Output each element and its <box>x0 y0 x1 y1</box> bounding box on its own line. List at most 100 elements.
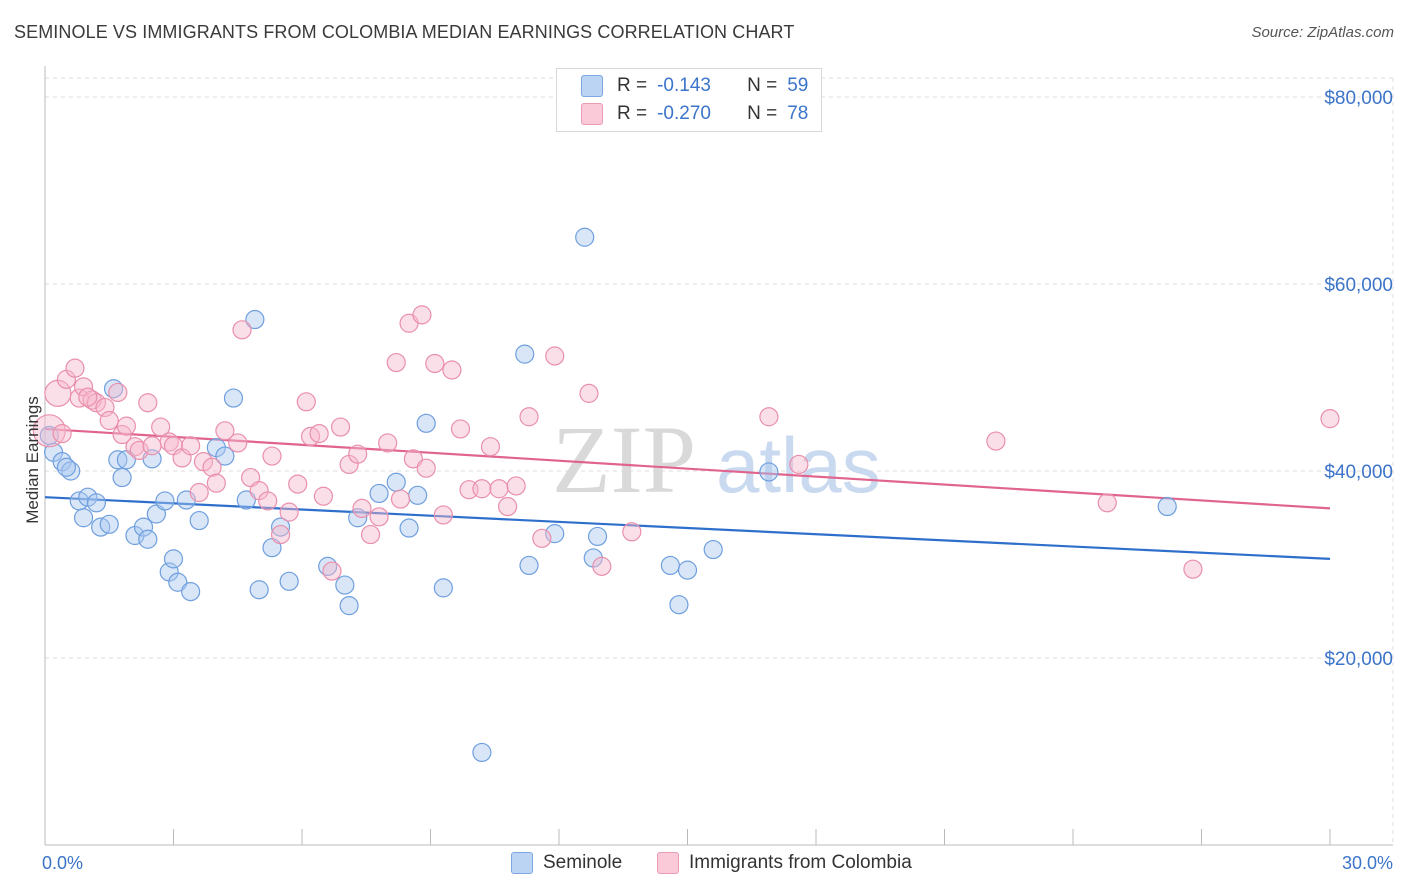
legend-n-value: 59 <box>787 75 809 96</box>
x-tick-label: 30.0% <box>1342 853 1393 873</box>
point-seminole <box>86 493 107 513</box>
point-seminole <box>1157 496 1177 517</box>
point-seminole <box>339 596 359 616</box>
series-legend: Seminole Immigrants from Colombia <box>0 852 1406 878</box>
point-colombia <box>288 474 308 494</box>
point-colombia <box>270 524 291 545</box>
point-seminole <box>660 555 680 576</box>
point-colombia <box>416 458 436 478</box>
point-colombia <box>425 353 445 374</box>
point-colombia <box>348 444 368 464</box>
legend-r-label: R = <box>617 75 648 96</box>
point-colombia <box>52 424 72 444</box>
point-colombia <box>296 392 316 412</box>
point-colombia <box>206 473 226 493</box>
legend-row-seminole: R = -0.143 N = 59 <box>557 73 808 99</box>
point-colombia <box>789 454 809 475</box>
point-seminole <box>348 508 368 528</box>
legend-n-label: N = <box>747 75 778 96</box>
point-colombia <box>369 507 389 527</box>
x-tick-labels: 0.0% 30.0% <box>42 853 1393 873</box>
legend-r-value: -0.143 <box>657 75 711 96</box>
point-colombia <box>65 358 85 378</box>
y-tick-label: $40,000 <box>1324 462 1393 483</box>
point-colombia <box>78 387 98 407</box>
point-colombia <box>579 383 599 403</box>
point-colombia <box>313 486 334 506</box>
point-colombia <box>986 431 1006 451</box>
point-colombia <box>506 476 526 496</box>
point-seminole <box>223 388 244 408</box>
point-colombia <box>403 449 423 469</box>
point-colombia <box>108 382 128 403</box>
point-colombia <box>390 489 411 509</box>
point-seminole <box>270 517 291 537</box>
point-colombia <box>1183 559 1203 579</box>
point-colombia <box>330 417 351 437</box>
point-colombia <box>433 505 453 525</box>
legend-label-colombia: Immigrants from Colombia <box>689 852 912 873</box>
point-colombia <box>480 437 501 457</box>
point-colombia <box>309 424 329 444</box>
legend-item-seminole[interactable]: Seminole <box>511 852 622 874</box>
point-colombia <box>262 446 282 466</box>
trendline-colombia <box>44 427 1331 510</box>
point-colombia <box>592 556 612 576</box>
watermark-atlas: atlas <box>716 421 881 509</box>
point-colombia <box>99 410 119 431</box>
y-axis-title: Median Earnings <box>23 396 42 524</box>
trendline-seminole <box>44 496 1331 560</box>
legend-n-value: 78 <box>787 103 809 124</box>
point-colombia <box>519 407 539 427</box>
point-seminole <box>515 344 535 364</box>
y-tick-labels: $20,000 $40,000 $60,000 $80,000 <box>1324 88 1393 670</box>
point-seminole <box>369 483 389 504</box>
point-seminole <box>335 575 355 595</box>
legend-n-label: N = <box>747 103 778 124</box>
point-seminole <box>73 508 94 528</box>
point-colombia <box>1097 493 1117 513</box>
legend-row-colombia: R = -0.270 N = 78 <box>557 101 808 127</box>
point-colombia <box>450 419 471 439</box>
point-seminole <box>168 572 188 592</box>
point-seminole <box>677 560 698 580</box>
point-colombia <box>489 479 509 499</box>
point-colombia <box>279 502 299 522</box>
point-colombia <box>412 305 432 325</box>
point-colombia <box>622 522 642 542</box>
point-colombia <box>532 528 552 548</box>
legend-item-colombia[interactable]: Immigrants from Colombia <box>657 852 912 874</box>
y-tick-label: $20,000 <box>1324 649 1393 670</box>
legend-swatch-seminole <box>581 75 603 97</box>
point-seminole <box>279 571 299 591</box>
point-seminole <box>472 742 492 763</box>
legend-label-seminole: Seminole <box>543 852 623 873</box>
point-seminole <box>112 467 132 488</box>
data-points <box>32 227 1340 763</box>
point-seminole <box>245 309 265 330</box>
point-colombia <box>498 496 518 517</box>
point-colombia <box>322 561 342 581</box>
point-seminole <box>138 529 158 549</box>
correlation-legend: R = -0.143 N = 59 R = -0.270 N = 78 <box>556 68 822 132</box>
point-colombia <box>138 393 158 413</box>
point-colombia <box>472 479 492 499</box>
point-seminole <box>99 514 119 534</box>
point-colombia <box>202 457 222 477</box>
point-seminole <box>575 227 595 247</box>
point-colombia <box>258 491 278 511</box>
point-colombia <box>151 417 171 437</box>
chart-title: SEMINOLE VS IMMIGRANTS FROM COLOMBIA MED… <box>14 22 795 42</box>
trend-lines <box>44 427 1331 560</box>
point-seminole <box>399 518 419 538</box>
point-colombia <box>189 482 209 503</box>
point-seminole <box>236 490 256 510</box>
point-colombia <box>232 320 252 340</box>
point-seminole <box>408 485 428 505</box>
point-colombia <box>1320 409 1340 429</box>
point-colombia <box>378 433 398 453</box>
legend-swatch-colombia <box>581 103 603 125</box>
point-seminole <box>703 539 723 560</box>
point-seminole <box>433 578 453 598</box>
